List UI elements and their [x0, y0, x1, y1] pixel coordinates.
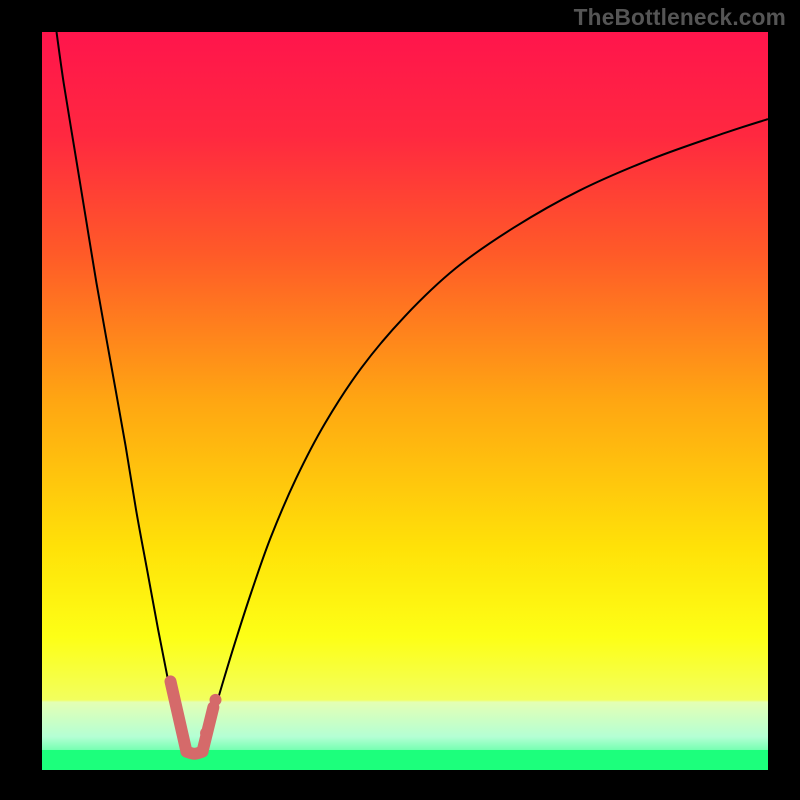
valley-marker-left [171, 681, 187, 751]
watermark-label: TheBottleneck.com [574, 4, 786, 31]
figure-container: TheBottleneck.com [0, 0, 800, 800]
curve-right-branch [202, 119, 768, 750]
valley-marker-dot-0 [210, 694, 222, 706]
plot-area [42, 32, 768, 770]
plot-svg [42, 32, 768, 770]
curve-left-branch [57, 32, 187, 750]
valley-marker-dot-1 [200, 727, 212, 739]
